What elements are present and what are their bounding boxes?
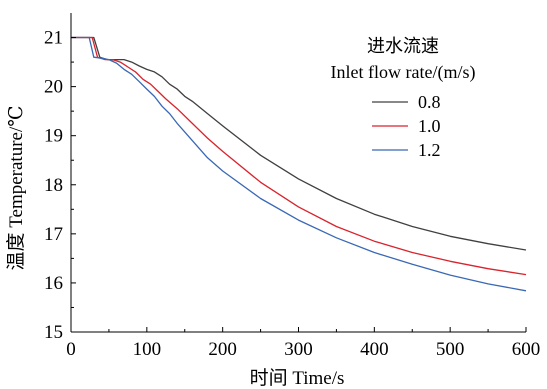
series-line-1-0	[71, 36, 527, 276]
x-tick-label: 600	[512, 339, 541, 360]
legend-label: 0.8	[418, 92, 441, 112]
axes-layer	[70, 13, 526, 333]
x-tick-label: 400	[360, 339, 389, 360]
x-tick-label: 200	[208, 339, 237, 360]
legend-title-en: Inlet flow rate/(m/s)	[331, 62, 476, 83]
y-tick-label: 17	[44, 224, 63, 245]
x-axis-title: 时间 Time/s	[250, 367, 345, 389]
y-tick-label: 18	[44, 175, 63, 196]
series-layer	[71, 36, 527, 292]
x-tick-label: 500	[436, 339, 465, 360]
x-tick-label: 100	[133, 339, 162, 360]
legend: 进水流速 Inlet flow rate/(m/s) 0.8 1.0 1.2	[331, 36, 476, 160]
y-tick-label: 20	[44, 77, 63, 98]
tick-layer: 0 100 200 300 400 500 600 15 16 17 18 19 20 21	[44, 28, 540, 360]
x-tick-label: 0	[66, 339, 76, 360]
legend-label: 1.0	[418, 116, 441, 136]
x-tick-label: 300	[284, 339, 313, 360]
y-tick-label: 15	[44, 322, 63, 343]
y-tick-label: 21	[44, 28, 63, 49]
y-axis-title: 温度 Temperature/℃	[5, 105, 27, 270]
legend-label: 1.2	[418, 140, 441, 160]
y-tick-label: 16	[44, 273, 63, 294]
series-line-1-2	[71, 36, 527, 292]
legend-title-cn: 进水流速	[367, 36, 439, 56]
y-tick-label: 19	[44, 126, 63, 147]
